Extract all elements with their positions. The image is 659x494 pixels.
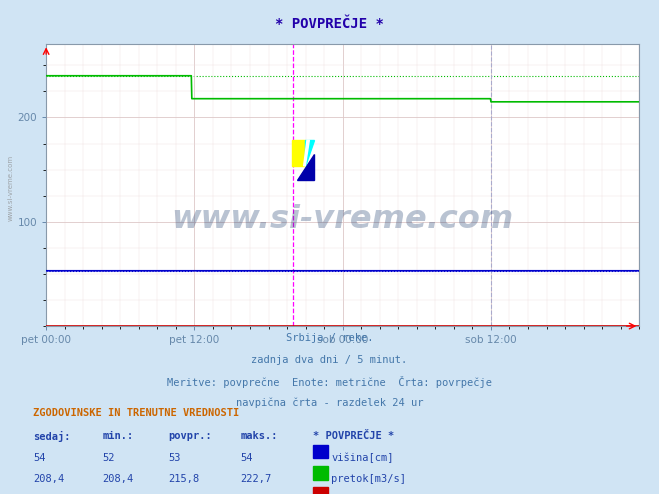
Polygon shape — [305, 140, 314, 166]
Text: navpična črta - razdelek 24 ur: navpična črta - razdelek 24 ur — [236, 397, 423, 408]
Polygon shape — [297, 154, 314, 180]
Text: zadnja dva dni / 5 minut.: zadnja dva dni / 5 minut. — [251, 355, 408, 365]
Text: 52: 52 — [102, 453, 115, 462]
Text: * POVPREČJE *: * POVPREČJE * — [313, 431, 394, 441]
Text: Srbija / reke.: Srbija / reke. — [286, 333, 373, 343]
Text: 208,4: 208,4 — [102, 474, 133, 484]
Text: 53: 53 — [168, 453, 181, 462]
Text: www.si-vreme.com: www.si-vreme.com — [171, 204, 514, 235]
Text: min.:: min.: — [102, 431, 133, 441]
Text: ZGODOVINSKE IN TRENUTNE VREDNOSTI: ZGODOVINSKE IN TRENUTNE VREDNOSTI — [33, 408, 239, 417]
Polygon shape — [304, 140, 309, 166]
Text: pretok[m3/s]: pretok[m3/s] — [331, 474, 407, 484]
Text: * POVPREČJE *: * POVPREČJE * — [275, 17, 384, 31]
Bar — [293, 140, 305, 166]
Text: maks.:: maks.: — [241, 431, 278, 441]
Text: 208,4: 208,4 — [33, 474, 64, 484]
Text: 215,8: 215,8 — [168, 474, 199, 484]
Text: povpr.:: povpr.: — [168, 431, 212, 441]
Text: 54: 54 — [33, 453, 45, 462]
Text: 54: 54 — [241, 453, 253, 462]
Text: višina[cm]: višina[cm] — [331, 453, 394, 463]
Text: Meritve: povprečne  Enote: metrične  Črta: povrpečje: Meritve: povprečne Enote: metrične Črta:… — [167, 376, 492, 388]
Text: sedaj:: sedaj: — [33, 431, 71, 442]
Text: www.si-vreme.com: www.si-vreme.com — [8, 155, 14, 221]
Text: 222,7: 222,7 — [241, 474, 272, 484]
